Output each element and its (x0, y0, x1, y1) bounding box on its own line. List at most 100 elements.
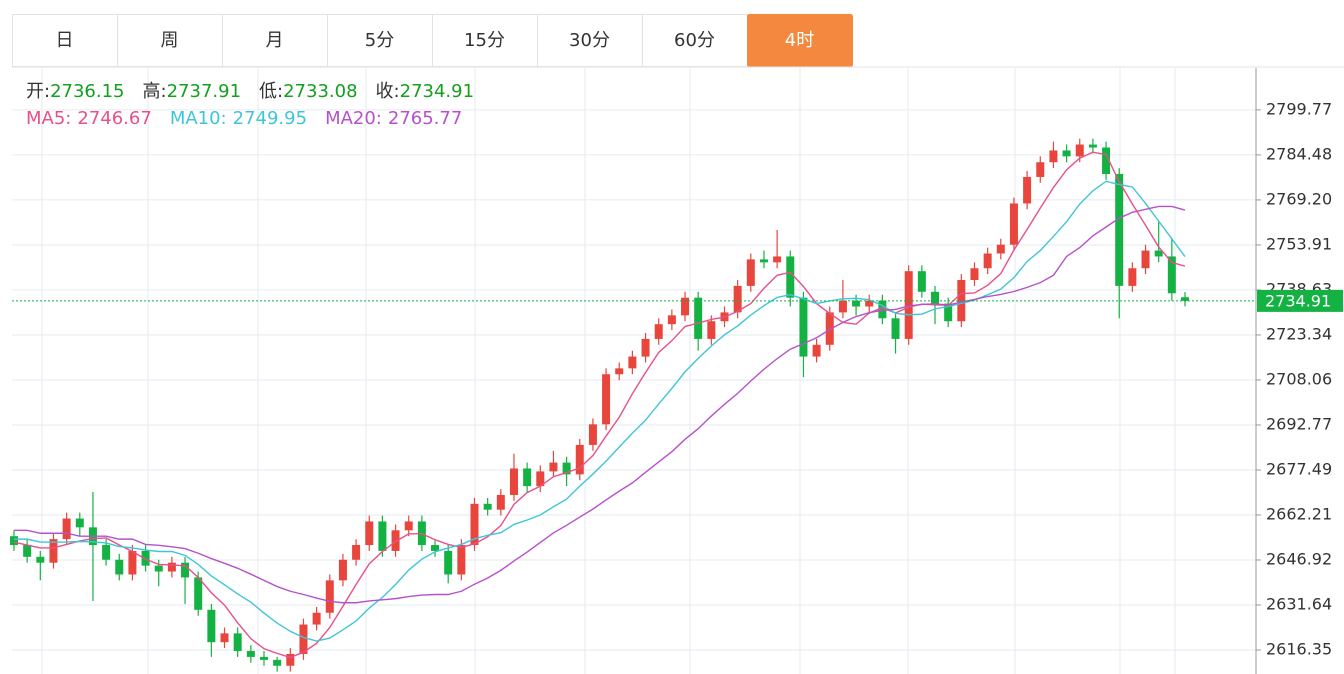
candle-body (667, 315, 676, 325)
candle-body (746, 259, 755, 286)
period-tabs: 日 周 月 5分 15分 30分 60分 4时 (12, 14, 1344, 68)
candle-body (49, 539, 58, 563)
candle-body (707, 321, 716, 339)
candle-body (759, 259, 768, 263)
candle-body (654, 324, 663, 339)
candle-body (523, 468, 532, 487)
candle-body (194, 577, 203, 610)
candle-body (681, 297, 690, 316)
y-tick-label: 2677.49 (1266, 459, 1332, 478)
y-axis: 2616.35 2631.64 2646.92 2662.21 2677.49 2692.… (12, 99, 1343, 659)
candle-body (36, 556, 45, 563)
candle-body (996, 244, 1005, 254)
legend-name: MA20: (325, 108, 382, 129)
candle-body (325, 580, 334, 613)
ma-lines (13, 151, 1186, 659)
candle-body (602, 374, 611, 425)
candle-body (154, 565, 163, 572)
candle-body (588, 424, 597, 445)
candle-body (365, 521, 374, 546)
plot-area (12, 68, 1256, 674)
candle-body (1181, 297, 1189, 301)
y-tick-label: 2723.34 (1266, 324, 1332, 343)
candle-body (102, 545, 111, 560)
candle-body (1023, 176, 1032, 204)
ma-line (13, 151, 1186, 659)
candle-body (273, 659, 282, 666)
candle-body (1036, 162, 1045, 177)
candle-body (167, 562, 176, 572)
candle-body (917, 271, 926, 292)
candle-body (549, 462, 558, 472)
candle-body (220, 633, 229, 643)
horizontal-grid (12, 109, 1256, 651)
candle-body (983, 253, 992, 269)
candle-body (299, 624, 308, 654)
ohlc-value: 2736.15 (50, 81, 124, 102)
candle-body (628, 356, 637, 369)
tab[interactable] (222, 14, 328, 67)
candle-body (825, 312, 834, 345)
candle-body (812, 344, 821, 357)
tab[interactable] (642, 14, 748, 67)
candle-body (1167, 256, 1176, 294)
candle-body (615, 368, 624, 375)
ma-line (14, 180, 1186, 642)
candle-body (1049, 150, 1058, 163)
tab[interactable] (327, 14, 433, 67)
candle-body (141, 550, 150, 566)
candle-body (786, 256, 795, 298)
last-price-box (1257, 289, 1343, 312)
candle-body (641, 338, 650, 357)
candle-body (128, 550, 137, 575)
y-tick-label: 2708.06 (1266, 369, 1332, 388)
candle-body (10, 536, 18, 546)
legend-name: MA5: (26, 108, 71, 129)
candles (10, 138, 1189, 672)
candle-body (562, 462, 571, 475)
candle-body (1141, 250, 1150, 269)
ohlc-value: 2734.91 (400, 81, 474, 102)
tab-label[interactable]: 周 (161, 30, 179, 51)
ohlc-label: 高: (143, 81, 167, 102)
y-tick-label: 2769.20 (1266, 189, 1332, 208)
candle-body (483, 503, 492, 510)
candle-body (444, 550, 453, 575)
tab-label[interactable]: 日 (56, 30, 74, 51)
candle-body (404, 521, 413, 531)
y-tick-label: 2784.48 (1266, 144, 1332, 163)
candle-body (457, 545, 466, 575)
tab-label[interactable]: 4时 (785, 30, 814, 51)
candle-body (431, 545, 440, 551)
tab-label[interactable]: 60分 (674, 30, 715, 51)
legend-value: 2765.77 (388, 108, 462, 129)
tab-label[interactable]: 5分 (365, 30, 394, 51)
y-tick-label: 2646.92 (1266, 549, 1332, 568)
candle-body (944, 303, 953, 322)
candle-body (23, 545, 32, 557)
ohlc-value: 2737.91 (167, 81, 241, 102)
y-tick-label: 2753.91 (1266, 234, 1332, 253)
candle-body (931, 291, 940, 304)
candle-body (391, 530, 400, 551)
y-tick-label: 2799.77 (1266, 99, 1332, 118)
legend-name: MA10: (170, 108, 227, 129)
tab-label[interactable]: 30分 (569, 30, 610, 51)
tab-label[interactable]: 15分 (464, 30, 505, 51)
candle-body (536, 471, 545, 487)
legend-value: 2749.95 (233, 108, 307, 129)
candle-body (62, 518, 71, 540)
candle-body (181, 562, 190, 578)
candle-body (246, 651, 255, 657)
ohlc-label: 低: (259, 81, 283, 102)
tab[interactable] (12, 14, 118, 67)
candle-body (378, 521, 387, 551)
candle-body (970, 268, 979, 281)
candle-body (575, 444, 584, 475)
candle-body (1128, 268, 1137, 286)
candle-body (773, 256, 782, 263)
ohlc-label: 收: (376, 81, 400, 102)
candle-body (207, 609, 216, 643)
tab-label[interactable]: 月 (266, 30, 284, 51)
